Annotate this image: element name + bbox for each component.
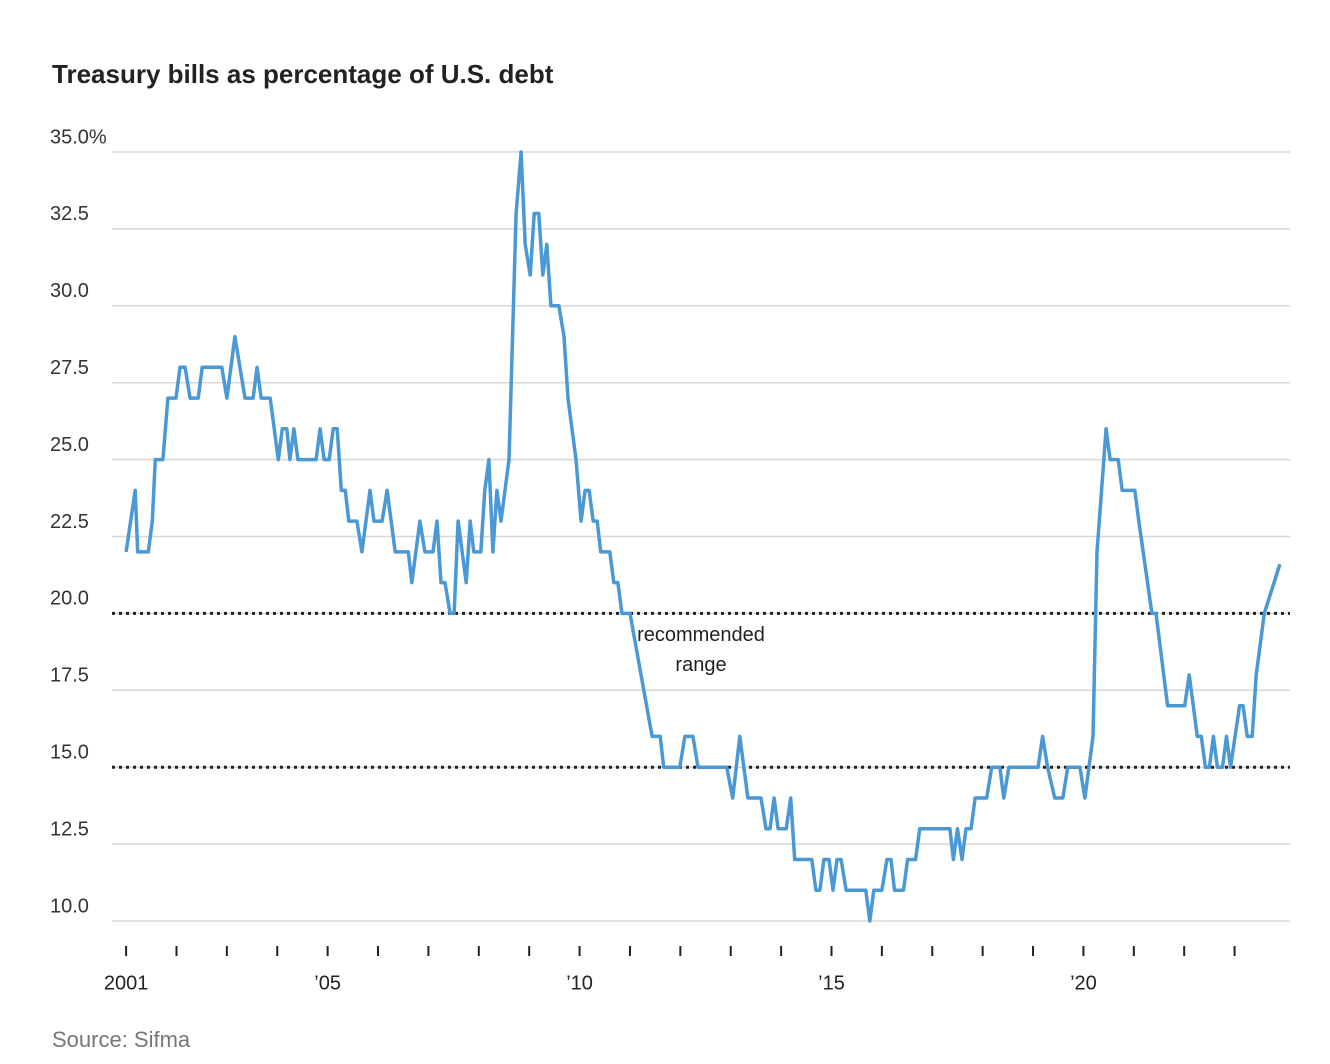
y-tick-label: 10.0	[50, 895, 89, 917]
y-tick-label: 20.0	[50, 588, 89, 610]
chart-title: Treasury bills as percentage of U.S. deb…	[52, 59, 554, 89]
y-tick-label: 22.5	[50, 511, 89, 533]
y-tick-label: 35.0%	[50, 126, 107, 148]
y-tick-label: 27.5	[50, 357, 89, 379]
x-tick-label: 2001	[104, 972, 149, 994]
x-tick-label: ’05	[314, 972, 341, 994]
y-tick-label: 32.5	[50, 203, 89, 225]
x-tick-label: ’15	[818, 972, 845, 994]
data-line	[124, 150, 1282, 923]
source: Source: Sifma	[52, 1027, 191, 1052]
annotation: recommended range	[637, 624, 765, 676]
y-tick-label: 17.5	[50, 665, 89, 687]
y-tick-label: 12.5	[50, 818, 89, 840]
y-tick-label: 15.0	[50, 741, 89, 763]
y-tick-label: 25.0	[50, 434, 89, 456]
x-tick-label: ’10	[566, 972, 593, 994]
y-tick-label: 30.0	[50, 280, 89, 302]
x-tick-label: ’20	[1070, 972, 1097, 994]
